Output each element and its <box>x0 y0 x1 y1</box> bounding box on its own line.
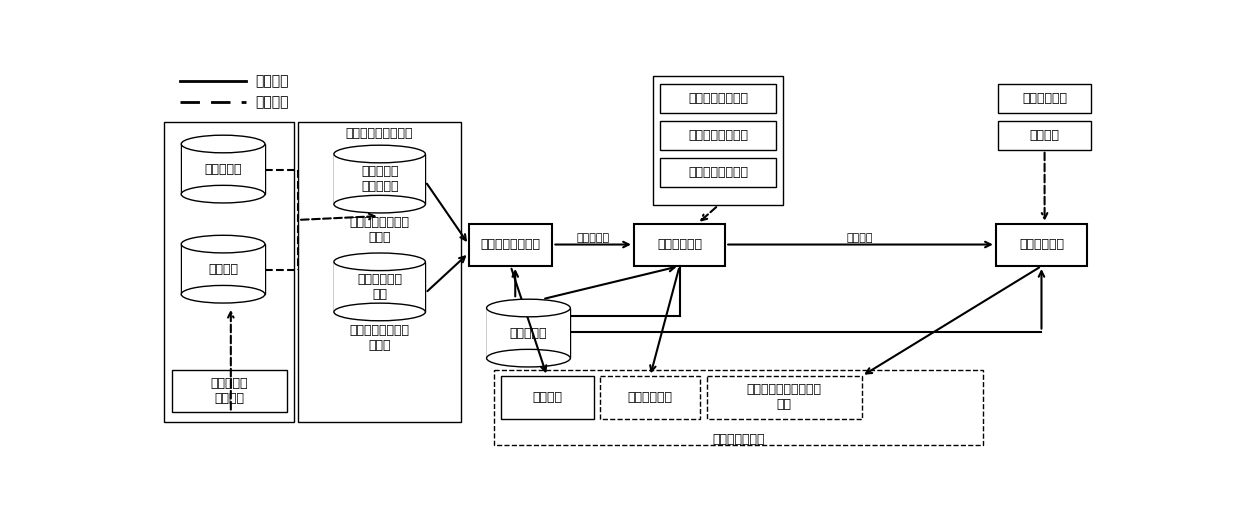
Text: 离线过程: 离线过程 <box>255 95 289 109</box>
Ellipse shape <box>333 303 425 321</box>
Text: 通用故障类型: 通用故障类型 <box>628 391 673 404</box>
Text: 故障结果集: 故障结果集 <box>576 233 610 244</box>
Bar <box>182 245 265 294</box>
Bar <box>660 158 777 187</box>
Ellipse shape <box>181 135 265 153</box>
Bar <box>494 370 983 446</box>
Text: 运行数据库: 运行数据库 <box>509 327 548 340</box>
Text: 评估参量: 评估参量 <box>1030 129 1059 142</box>
Text: 训练数据: 训练数据 <box>847 233 873 244</box>
Text: 通用故障诊断专家
知识库: 通用故障诊断专家 知识库 <box>349 324 410 352</box>
Text: 距离函数算法: 距离函数算法 <box>1022 92 1067 105</box>
Text: 系统故障诊
断推理模型: 系统故障诊 断推理模型 <box>361 165 399 193</box>
Bar <box>706 376 861 419</box>
Text: 多层流模型推理机: 多层流模型推理机 <box>481 238 540 251</box>
Text: 实时仿真建模平台: 实时仿真建模平台 <box>689 92 748 105</box>
Bar <box>333 262 425 312</box>
Text: 故障模式及
影响分析: 故障模式及 影响分析 <box>211 377 248 405</box>
Text: 故障模式: 故障模式 <box>208 263 238 276</box>
Ellipse shape <box>333 253 425 270</box>
Bar <box>999 120 1092 150</box>
Bar <box>182 144 265 194</box>
Bar <box>335 262 425 312</box>
Bar <box>333 154 425 204</box>
Ellipse shape <box>487 299 570 317</box>
Bar <box>653 76 783 205</box>
Text: 距离函数模型: 距离函数模型 <box>1018 238 1064 251</box>
Text: 机理仿真模型: 机理仿真模型 <box>657 238 703 251</box>
Bar <box>335 155 425 204</box>
Text: 通用故障触发
规则: 通用故障触发 规则 <box>357 273 403 301</box>
Bar <box>996 224 1087 266</box>
Text: 典型故障诊断专家
知识库: 典型故障诊断专家 知识库 <box>349 216 410 244</box>
Ellipse shape <box>487 349 570 367</box>
Ellipse shape <box>333 145 425 163</box>
Text: 故障诊断专家知识库: 故障诊断专家知识库 <box>346 127 414 140</box>
Text: 正常运行: 正常运行 <box>532 391 563 404</box>
Text: 工艺系统建模软件: 工艺系统建模软件 <box>689 165 748 179</box>
Bar <box>501 376 593 419</box>
Ellipse shape <box>181 285 265 303</box>
Bar <box>487 308 570 358</box>
Ellipse shape <box>181 185 265 203</box>
Text: 典型故障类型、位置、
程度: 典型故障类型、位置、 程度 <box>747 384 821 412</box>
Bar <box>634 224 725 266</box>
Bar <box>468 224 553 266</box>
Text: 图形化人机界面: 图形化人机界面 <box>712 433 764 446</box>
Bar <box>299 122 461 422</box>
Text: 控制系统建模软件: 控制系统建模软件 <box>689 129 748 142</box>
Bar <box>600 376 700 419</box>
Bar <box>999 84 1092 113</box>
Bar <box>172 370 286 413</box>
Bar <box>181 244 265 294</box>
Bar <box>165 122 295 422</box>
Ellipse shape <box>181 235 265 253</box>
Bar <box>487 309 570 358</box>
Bar <box>181 144 265 194</box>
Text: 在线过程: 在线过程 <box>255 74 289 88</box>
Ellipse shape <box>333 195 425 213</box>
Bar <box>660 120 777 150</box>
Text: 专家知识库: 专家知识库 <box>204 162 242 176</box>
Bar <box>660 84 777 113</box>
